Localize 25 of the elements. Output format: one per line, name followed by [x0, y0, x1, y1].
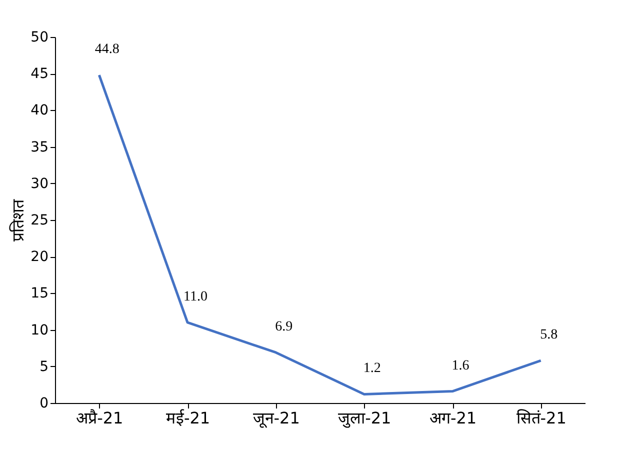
y-axis-title: प्रतिशत [8, 198, 28, 242]
y-tick-label: 0 [40, 396, 48, 412]
data-label: 6.9 [275, 319, 293, 334]
y-tick-label: 15 [30, 286, 48, 302]
x-tick-label: जून-21 [252, 408, 300, 428]
y-tick-label: 45 [30, 66, 48, 82]
data-label: 11.0 [184, 289, 208, 304]
y-tick-label: 25 [30, 212, 48, 228]
x-tick-label: मई-21 [166, 408, 210, 428]
line-series [98, 74, 542, 396]
data-label: 44.8 [94, 42, 120, 58]
y-tick-label: 10 [30, 322, 48, 338]
y-tick-label: 40 [30, 102, 48, 119]
y-tick-label: 30 [30, 176, 48, 192]
x-tick-label: अप्रै-21 [76, 408, 124, 428]
y-tick-label: 50 [30, 30, 48, 46]
data-label: 5.8 [540, 328, 558, 343]
x-tick-label: जुला-21 [338, 408, 392, 428]
y-tick-label: 35 [30, 139, 48, 156]
data-label: 1.6 [452, 358, 470, 374]
x-tick-label: सितं-21 [516, 408, 566, 428]
data-label: 1.2 [363, 361, 381, 376]
x-tick-label: अग-21 [429, 408, 477, 428]
y-tick-label: 5 [40, 358, 48, 375]
y-tick-label: 20 [30, 249, 48, 266]
